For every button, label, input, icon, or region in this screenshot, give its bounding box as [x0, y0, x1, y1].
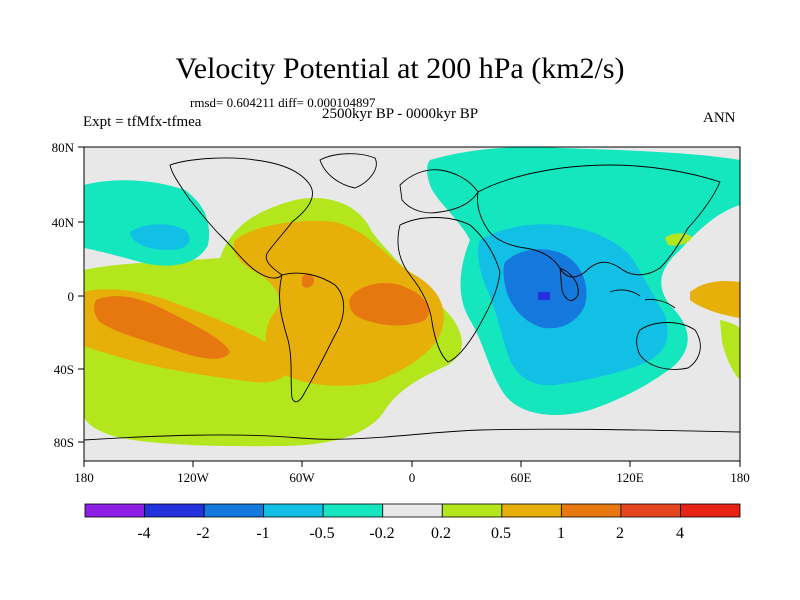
negative-region-north-pacific-core: [130, 224, 190, 250]
lat-label-0: 0: [68, 289, 75, 304]
colorbar-label-9: 2: [616, 525, 624, 542]
coast-antarctica: [84, 428, 740, 441]
season-label: ANN: [703, 110, 736, 126]
stats-line: rmsd= 0.604211 diff= 0.000104897: [190, 95, 376, 110]
colorbar-label-4: -0.5: [309, 525, 334, 542]
colorbar-label-10: 4: [676, 525, 684, 542]
colorbar-label-2: -2: [196, 525, 209, 542]
colorbar-box-8: [501, 503, 562, 518]
colorbar-box-5: [322, 503, 384, 518]
lon-label-60e: 60E: [511, 470, 532, 485]
positive-region-east-pacific: [720, 320, 740, 380]
positive-region-japan-spot: [665, 233, 692, 246]
lon-label-120e: 120E: [616, 470, 644, 485]
lat-label-40n: 40N: [52, 215, 75, 230]
period-label: 2500kyr BP - 0000kyr BP: [322, 106, 479, 122]
coast-india: [559, 267, 579, 301]
positive-region-atlantic-core: [233, 220, 444, 386]
negative-region-arabian-core: [503, 249, 587, 329]
coastlines: [84, 153, 740, 441]
colorbar-box-7: [441, 503, 503, 518]
coast-south-america: [279, 272, 345, 403]
coast-australia: [636, 322, 701, 370]
colorbar-label-6: 0.2: [431, 525, 451, 542]
colorbar-label-1: -4: [137, 525, 150, 542]
negative-region-peak: [538, 292, 550, 300]
lat-label-80s: 80S: [54, 435, 74, 450]
colorbar-box-3: [203, 503, 265, 518]
colorbar-label-3: -1: [256, 525, 269, 542]
coast-asia: [477, 164, 721, 278]
colorbar-label-7: 0.5: [491, 525, 511, 542]
colorbar-labels: -4 -2 -1 -0.5 -0.2 0.2 0.5 1 2 4: [137, 525, 684, 542]
colorbar-box-1: [84, 503, 145, 518]
map-title: Velocity Potential at 200 hPa (km2/s): [175, 52, 625, 85]
colorbar-label-5: -0.2: [369, 525, 394, 542]
lon-labels: 180 120W 60W 0 60E 120E 180: [74, 470, 750, 485]
coast-north-america: [169, 157, 313, 279]
colorbar-box-11: [680, 503, 741, 518]
positive-region-atlantic-peak: [349, 283, 429, 326]
colorbar-box-9: [560, 503, 622, 518]
colorbar-box-4: [263, 503, 324, 518]
lat-label-40s: 40S: [54, 362, 74, 377]
lon-label-120w: 120W: [177, 470, 210, 485]
coast-africa: [397, 217, 501, 363]
lat-labels: 80N 40N 0 40S 80S: [52, 140, 75, 450]
positive-region-amazon-spot: [302, 274, 314, 288]
lon-label-180w: 180: [74, 470, 94, 485]
lon-label-180e: 180: [730, 470, 750, 485]
lat-label-80n: 80N: [52, 140, 75, 155]
colorbar-boxes: [84, 503, 741, 518]
colorbar-label-8: 1: [557, 525, 565, 542]
positive-region-pacific-peak: [94, 296, 231, 359]
positive-region-east-edge: [690, 281, 740, 318]
lon-label-60w: 60W: [289, 470, 315, 485]
colorbar-box-10: [620, 503, 681, 518]
lon-label-0: 0: [409, 470, 416, 485]
coast-greenland: [319, 153, 377, 189]
colorbar: -4 -2 -1 -0.5 -0.2 0.2 0.5 1 2 4: [84, 503, 741, 542]
colorbar-box-2: [144, 503, 205, 518]
contour-field: [84, 147, 740, 461]
axis-ticks: [78, 146, 741, 467]
coast-maritime-continent: [609, 289, 676, 309]
colorbar-box-6: [382, 503, 443, 518]
experiment-label: Expt = tfMfx-tfmea: [83, 114, 202, 130]
